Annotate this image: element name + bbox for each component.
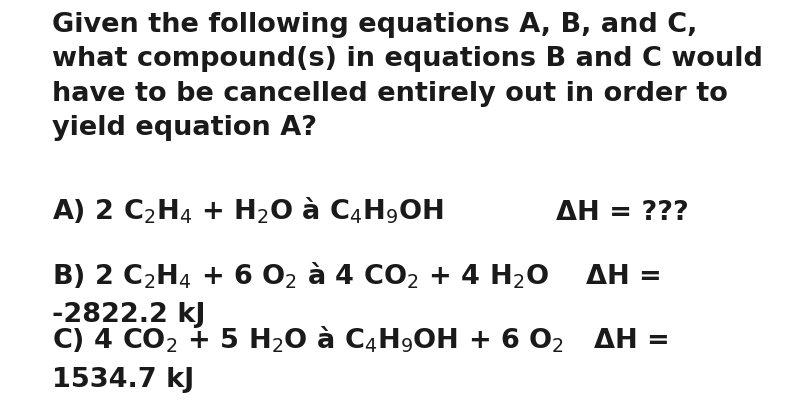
Text: B) 2 C$_2$H$_4$ + 6 O$_2$ à 4 CO$_2$ + 4 H$_2$O    ΔH =: B) 2 C$_2$H$_4$ + 6 O$_2$ à 4 CO$_2$ + 4… [52, 260, 661, 291]
Text: Given the following equations A, B, and C,
what compound(s) in equations B and C: Given the following equations A, B, and … [52, 12, 763, 141]
Text: ΔH = ???: ΔH = ??? [556, 199, 689, 226]
Text: A) 2 C$_2$H$_4$ + H$_2$O à C$_4$H$_9$OH: A) 2 C$_2$H$_4$ + H$_2$O à C$_4$H$_9$OH [52, 195, 444, 226]
Text: 1534.7 kJ: 1534.7 kJ [52, 367, 194, 393]
Text: -2822.2 kJ: -2822.2 kJ [52, 302, 206, 328]
Text: C) 4 CO$_2$ + 5 H$_2$O à C$_4$H$_9$OH + 6 O$_2$   ΔH =: C) 4 CO$_2$ + 5 H$_2$O à C$_4$H$_9$OH + … [52, 324, 668, 355]
